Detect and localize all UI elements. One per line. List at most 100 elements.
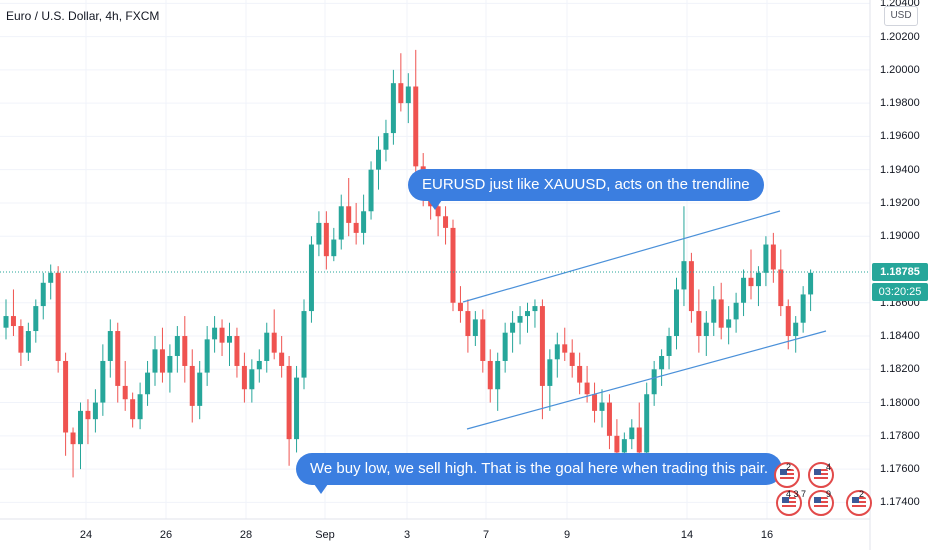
candle-body[interactable] [539,306,545,386]
candle-body[interactable] [301,311,307,378]
us-flag-icon[interactable] [846,490,872,516]
candle-body[interactable] [25,331,31,353]
candle-body[interactable] [10,316,16,327]
candle-body[interactable] [219,327,225,343]
candle-body[interactable] [40,282,46,307]
candle-body[interactable] [286,365,292,440]
candle-body[interactable] [733,302,739,320]
candle-body[interactable] [227,336,232,343]
candle-body[interactable] [554,344,560,360]
candle-body[interactable] [167,355,173,373]
candle-body[interactable] [85,410,91,420]
candle-body[interactable] [63,360,69,433]
candle-body[interactable] [651,369,657,395]
callout-buy-low[interactable]: We buy low, we sell high. That is the go… [296,453,783,494]
candle-body[interactable] [316,222,322,245]
candle-body[interactable] [189,365,195,406]
candle-body[interactable] [443,216,449,228]
candle-body[interactable] [368,169,374,212]
candle-body[interactable] [78,410,83,445]
candle-body[interactable] [741,277,747,303]
candle-body[interactable] [115,331,121,386]
candle-body[interactable] [592,394,598,411]
candle-body[interactable] [122,385,128,400]
candle-body[interactable] [472,319,478,337]
candle-body[interactable] [450,227,456,303]
candle-body[interactable] [614,435,620,453]
candle-body[interactable] [55,272,61,361]
candle-body[interactable] [577,365,583,383]
candle-body[interactable] [398,83,404,104]
candle-body[interactable] [145,372,151,395]
candle-body[interactable] [495,360,501,390]
candle-body[interactable] [182,336,188,366]
candle-body[interactable] [644,394,650,453]
candle-body[interactable] [174,336,180,356]
candle-body[interactable] [100,360,106,403]
candle-body[interactable] [241,365,247,390]
candle-body[interactable] [152,349,158,373]
candle-body[interactable] [271,332,277,353]
candle-body[interactable] [18,326,24,353]
candle-body[interactable] [413,86,419,167]
candle-body[interactable] [808,272,814,295]
candle-body[interactable] [107,331,113,361]
candle-body[interactable] [457,302,463,312]
upper-trendline[interactable] [462,210,781,303]
candle-body[interactable] [405,86,411,104]
candle-body[interactable] [212,327,218,340]
candle-body[interactable] [748,277,754,287]
candle-body[interactable] [525,311,530,317]
candle-body[interactable] [92,402,98,420]
candle-body[interactable] [547,359,553,386]
currency-button[interactable]: USD [884,6,918,26]
candle-body[interactable] [3,316,9,328]
candle-body[interactable] [338,206,344,240]
candle-body[interactable] [562,344,568,353]
candle-body[interactable] [778,269,784,307]
candle-body[interactable] [688,261,694,312]
candle-body[interactable] [249,369,255,390]
candle-body[interactable] [279,352,285,366]
candle-body[interactable] [435,206,441,217]
us-flag-icon[interactable] [808,462,834,488]
candle-body[interactable] [197,372,203,406]
candle-body[interactable] [361,211,367,233]
candle-body[interactable] [599,402,605,411]
candle-body[interactable] [130,399,136,420]
candle-body[interactable] [711,299,717,323]
candle-body[interactable] [256,360,262,370]
candle-body[interactable] [718,299,724,328]
candle-body[interactable] [621,439,627,453]
candle-body[interactable] [674,289,679,337]
candle-body[interactable] [390,83,396,134]
candle-body[interactable] [204,339,210,373]
us-flag-icon[interactable] [774,462,800,488]
candle-body[interactable] [353,222,359,233]
candle-body[interactable] [510,322,516,333]
candle-body[interactable] [636,427,642,453]
candle-body[interactable] [487,360,493,390]
candle-body[interactable] [659,355,665,370]
candle-body[interactable] [346,206,352,223]
candle-body[interactable] [703,322,709,337]
us-flag-icon[interactable] [808,490,834,516]
candle-body[interactable] [763,244,769,273]
us-flag-icon[interactable] [776,490,802,516]
candle-body[interactable] [376,149,381,170]
candle-body[interactable] [755,272,761,287]
candle-body[interactable] [666,336,672,356]
candle-body[interactable] [793,322,799,337]
candle-body[interactable] [308,244,314,312]
candle-body[interactable] [770,244,776,270]
candle-body[interactable] [502,332,508,361]
candle-body[interactable] [606,402,612,436]
candle-body[interactable] [48,272,54,283]
lower-trendline[interactable] [466,330,827,430]
candle-body[interactable] [696,311,702,337]
candle-body[interactable] [569,352,575,366]
candle-body[interactable] [465,311,471,337]
candle-body[interactable] [681,261,687,290]
candle-body[interactable] [383,133,389,150]
candle-body[interactable] [480,319,486,361]
